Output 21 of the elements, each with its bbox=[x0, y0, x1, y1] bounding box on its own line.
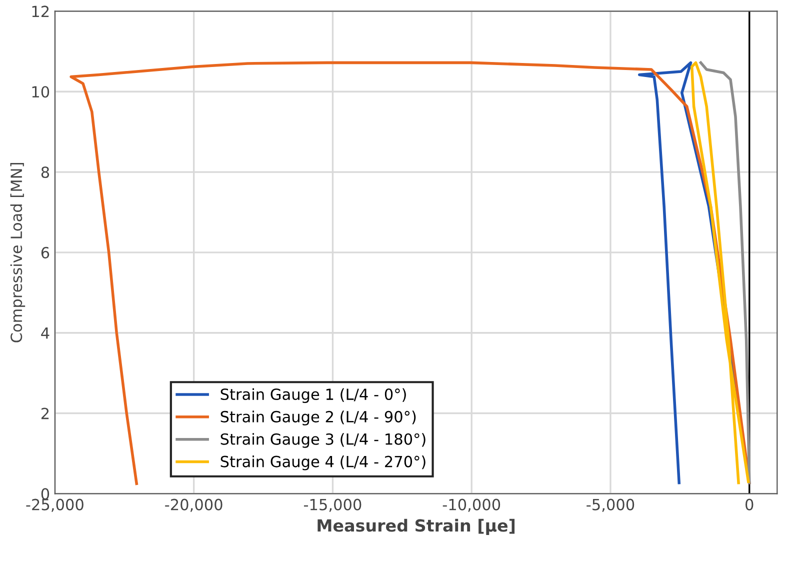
y-tick-label: 4 bbox=[41, 328, 50, 339]
y-axis-title: Compressive Load [MN] bbox=[10, 163, 26, 342]
x-tick-label: -5,000 bbox=[586, 498, 634, 512]
x-tick-label: -10,000 bbox=[442, 498, 500, 512]
legend-label: Strain Gauge 1 (L/4 - 0°) bbox=[220, 388, 406, 404]
line-series bbox=[690, 61, 750, 484]
y-tick-label: 2 bbox=[41, 408, 49, 420]
x-tick-label: 0 bbox=[746, 498, 754, 510]
x-axis-title: Measured Strain [µe] bbox=[318, 518, 515, 536]
legend-label: Strain Gauge 2 (L/4 - 90°) bbox=[220, 410, 416, 426]
y-tick-label: 12 bbox=[32, 6, 49, 18]
x-tick-label: -15,000 bbox=[304, 498, 362, 512]
legend-label: Strain Gauge 4 (L/4 - 270°) bbox=[220, 455, 426, 470]
y-tick-label: 8 bbox=[41, 166, 50, 178]
y-tick-label: 6 bbox=[41, 246, 50, 258]
x-tick-label: -20,000 bbox=[165, 498, 222, 512]
x-tick-label: -25,000 bbox=[26, 498, 84, 512]
line-series bbox=[699, 61, 751, 484]
y-tick-label: 10 bbox=[32, 86, 50, 98]
y-tick-label: 0 bbox=[41, 488, 50, 500]
legend-label: Strain Gauge 3 (L/4 - 180°) bbox=[220, 433, 426, 448]
